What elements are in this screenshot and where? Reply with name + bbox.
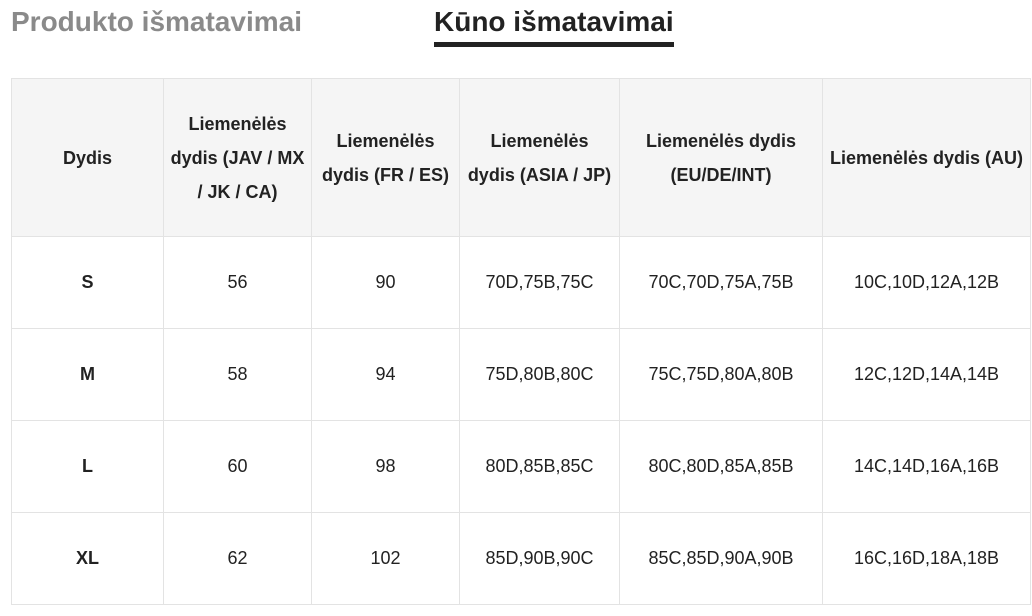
table-row: L 60 98 80D,85B,85C 80C,80D,85A,85B 14C,14D,1… (11, 420, 1031, 513)
value-cell: 90 (311, 236, 460, 329)
value-cell: 62 (163, 512, 312, 605)
value-cell: 80C,80D,85A,85B (619, 420, 823, 513)
value-cell: 85D,90B,90C (459, 512, 620, 605)
size-chart-table: Dydis Liemenėlės dydis (JAV / MX / JK / … (11, 78, 1031, 605)
value-cell: 102 (311, 512, 460, 605)
value-cell: 70C,70D,75A,75B (619, 236, 823, 329)
header-us-size: Liemenėlės dydis (JAV / MX / JK / CA) (163, 78, 312, 237)
size-cell: XL (11, 512, 164, 605)
header-size: Dydis (11, 78, 164, 237)
value-cell: 98 (311, 420, 460, 513)
tab-body-measurements[interactable]: Kūno išmatavimai (434, 6, 674, 47)
size-cell: S (11, 236, 164, 329)
header-fr-size: Liemenėlės dydis (FR / ES) (311, 78, 460, 237)
value-cell: 12C,12D,14A,14B (822, 328, 1031, 421)
table-row: XL 62 102 85D,90B,90C 85C,85D,90A,90B 16C,16D… (11, 512, 1031, 605)
value-cell: 58 (163, 328, 312, 421)
value-cell: 60 (163, 420, 312, 513)
value-cell: 10C,10D,12A,12B (822, 236, 1031, 329)
value-cell: 56 (163, 236, 312, 329)
value-cell: 75C,75D,80A,80B (619, 328, 823, 421)
value-cell: 94 (311, 328, 460, 421)
header-eu-size: Liemenėlės dydis (EU/DE/INT) (619, 78, 823, 237)
table-row: S 56 90 70D,75B,75C 70C,70D,75A,75B 10C,10D,1… (11, 236, 1031, 329)
value-cell: 14C,14D,16A,16B (822, 420, 1031, 513)
size-cell: M (11, 328, 164, 421)
value-cell: 16C,16D,18A,18B (822, 512, 1031, 605)
tab-product-measurements[interactable]: Produkto išmatavimai (11, 6, 302, 37)
value-cell: 85C,85D,90A,90B (619, 512, 823, 605)
header-asia-size: Liemenėlės dydis (ASIA / JP) (459, 78, 620, 237)
value-cell: 80D,85B,85C (459, 420, 620, 513)
header-row: Dydis Liemenėlės dydis (JAV / MX / JK / … (11, 78, 1031, 237)
value-cell: 75D,80B,80C (459, 328, 620, 421)
table-row: M 58 94 75D,80B,80C 75C,75D,80A,80B 12C,12D,1… (11, 328, 1031, 421)
value-cell: 70D,75B,75C (459, 236, 620, 329)
header-au-size: Liemenėlės dydis (AU) (822, 78, 1031, 237)
size-cell: L (11, 420, 164, 513)
